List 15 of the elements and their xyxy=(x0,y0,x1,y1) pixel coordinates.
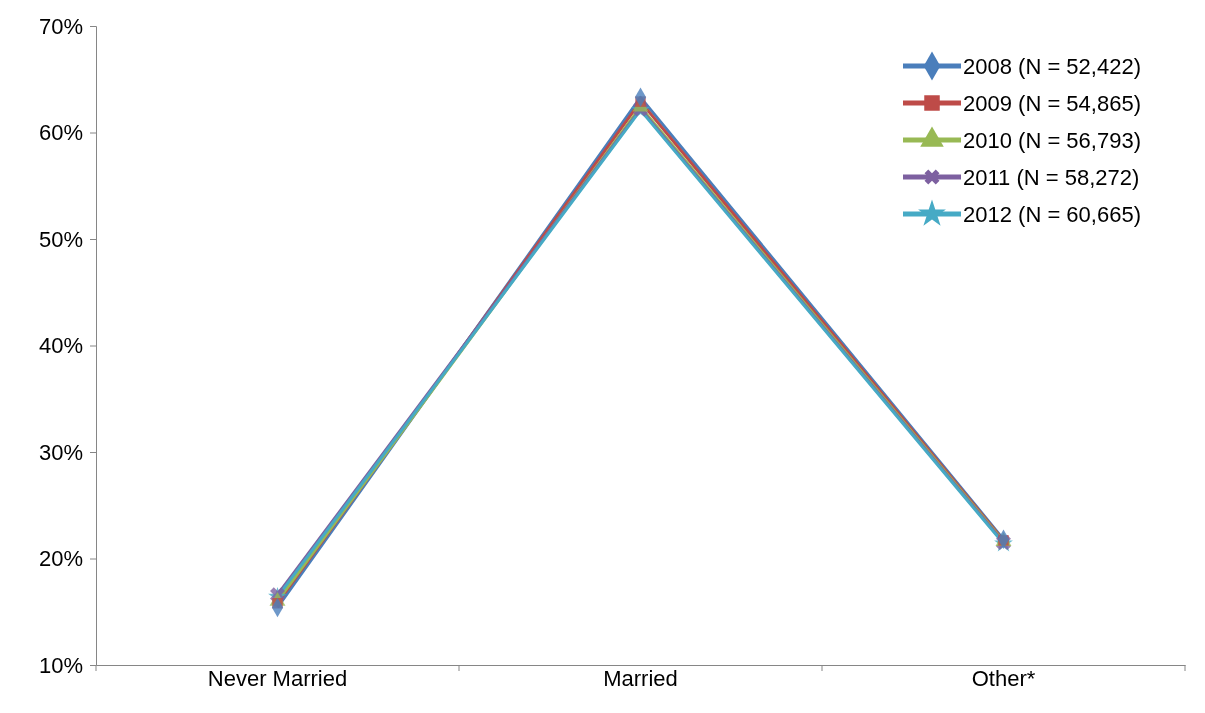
legend-label: 2010 (N = 56,793) xyxy=(963,128,1141,153)
x-tick-label: Other* xyxy=(971,666,1036,691)
y-tick-label: 20% xyxy=(38,546,83,572)
y-tick-label: 40% xyxy=(38,333,83,359)
legend-label: 2011 (N = 58,272) xyxy=(963,165,1140,190)
y-tick-label: 30% xyxy=(38,439,83,465)
y-tick-label: 10% xyxy=(38,652,83,678)
legend-label: 2009 (N = 54,865) xyxy=(963,91,1141,116)
legend-label: 2012 (N = 60,665) xyxy=(963,202,1141,227)
y-tick-label: 50% xyxy=(38,226,83,252)
x-tick-label: Married xyxy=(603,666,678,691)
y-tick-label: 60% xyxy=(38,120,83,146)
y-tick-label: 70% xyxy=(38,13,83,39)
legend-label: 2008 (N = 52,422) xyxy=(963,54,1141,79)
x-tick-label: Never Married xyxy=(207,666,348,691)
